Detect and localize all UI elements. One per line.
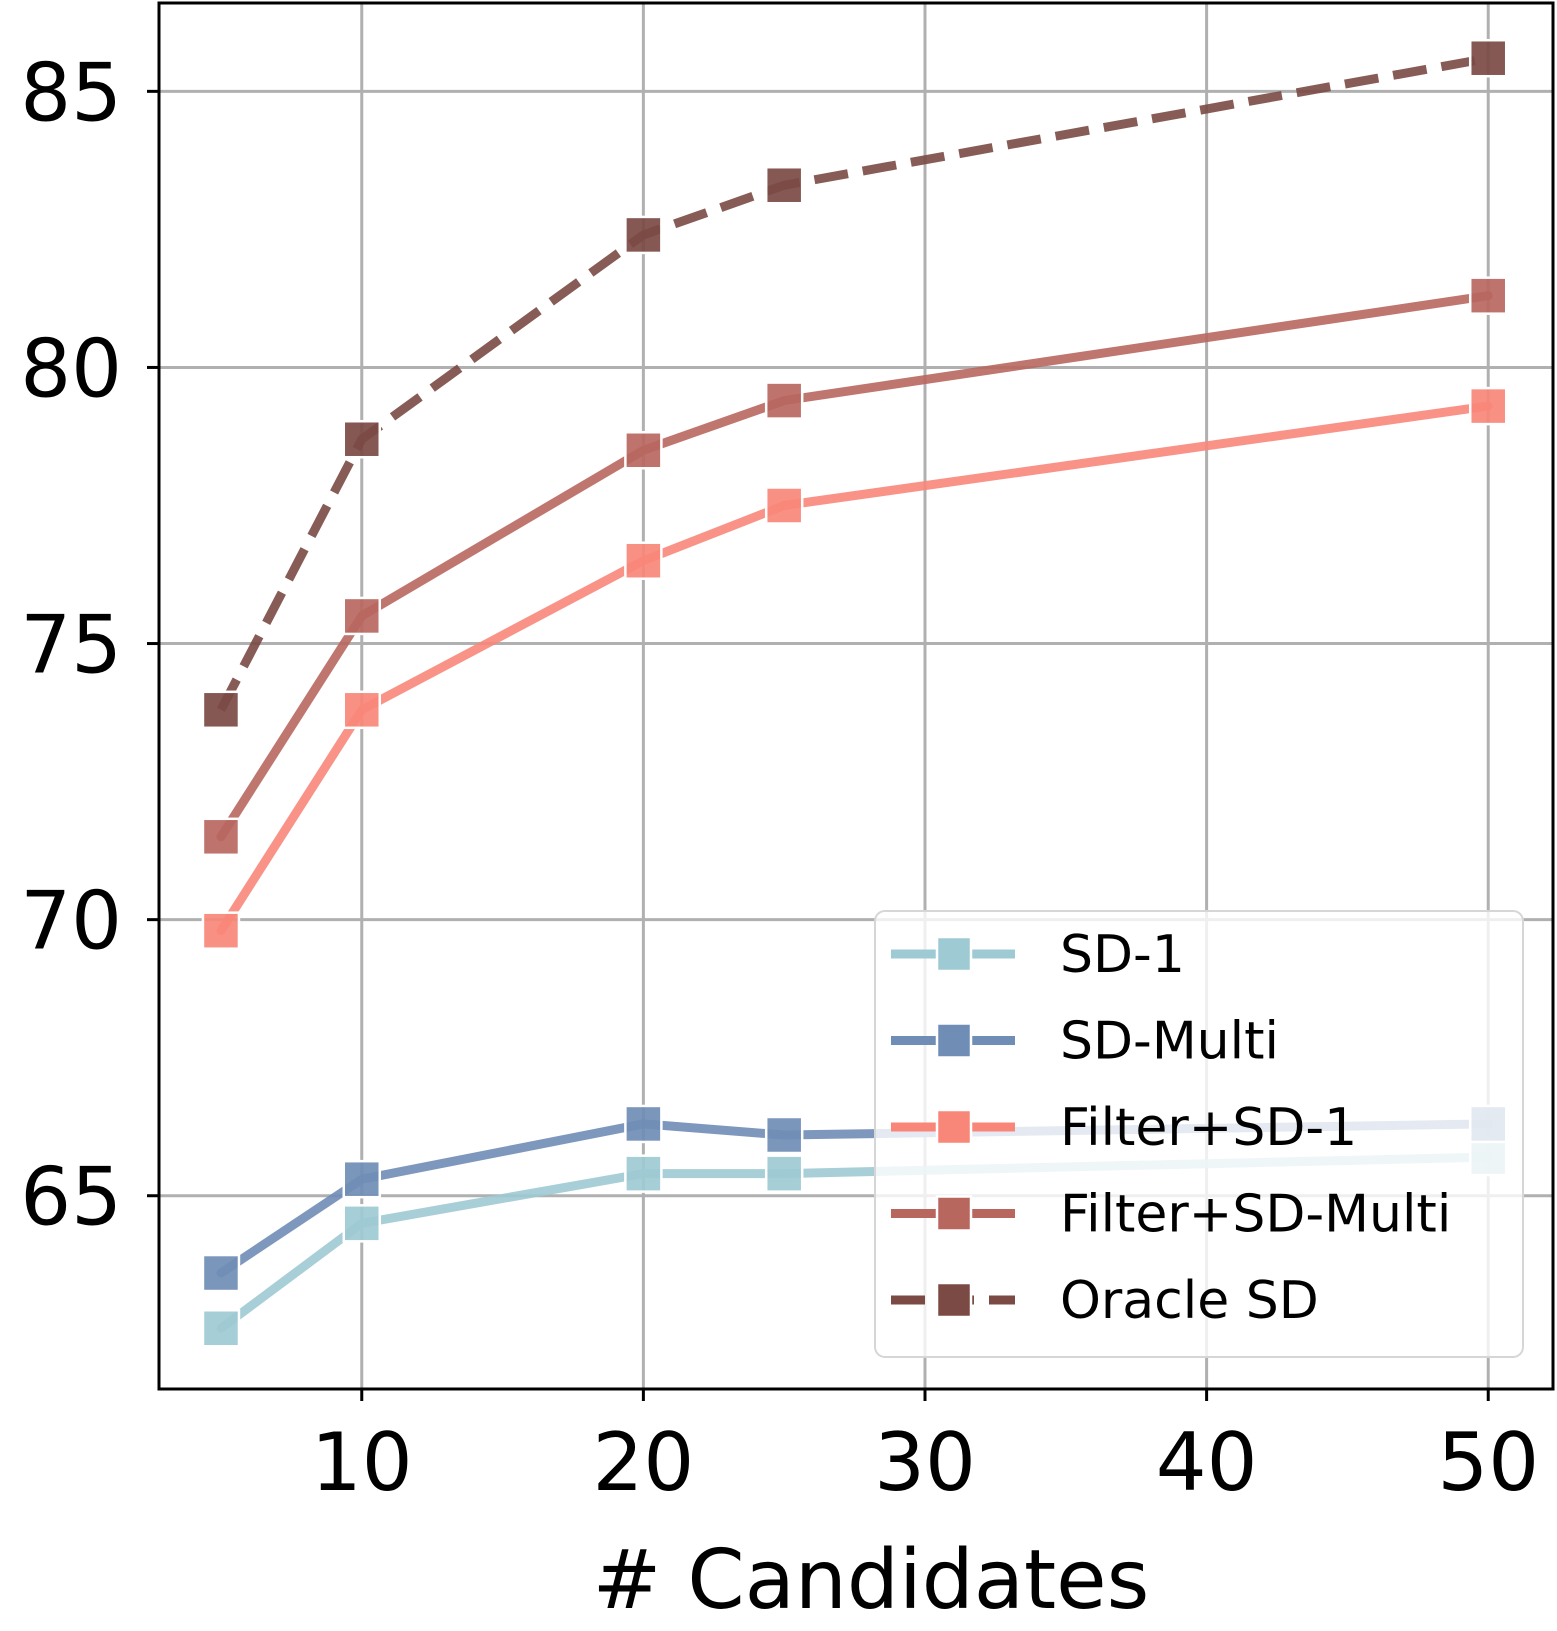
y-tick-label: 85	[20, 46, 122, 139]
data-point-marker	[764, 1154, 804, 1193]
plot-frame	[157, 1, 1555, 1391]
legend-label: Filter+SD-Multi	[1060, 1185, 1451, 1245]
y-tick-label: 75	[20, 599, 122, 692]
data-point-marker	[764, 165, 804, 205]
legend-entry-filter-sd-multi: Filter+SD-Multi	[891, 1185, 1451, 1245]
x-tick-label: 30	[874, 1416, 976, 1509]
x-tick-label: 50	[1437, 1416, 1539, 1509]
data-point-marker	[342, 596, 382, 636]
legend-entry-sd-1: SD-1	[891, 925, 1185, 985]
data-point-marker	[342, 419, 382, 459]
legend-entries: SD-1 SD-Multi Filter+SD-1 Filter+SD-Multi Or…	[891, 925, 1451, 1331]
legend-box	[874, 910, 1524, 1358]
legend-entry-sd-multi: SD-Multi	[891, 1012, 1279, 1072]
legend-label: Filter+SD-1	[1060, 1098, 1357, 1158]
data-point-marker	[624, 215, 663, 255]
data-point-marker	[201, 1253, 241, 1293]
data-point-marker	[1468, 276, 1508, 315]
data-point-marker	[201, 1309, 241, 1348]
data-point-marker	[624, 431, 663, 470]
data-point-marker	[1468, 38, 1508, 78]
data-point-marker	[764, 486, 804, 525]
data-point-marker	[342, 1204, 382, 1243]
legend-label: SD-Multi	[1060, 1012, 1279, 1072]
y-tick-label: 70	[20, 875, 122, 968]
y-tick-label: 65	[20, 1151, 122, 1244]
legend: SD-1 SD-Multi Filter+SD-1 Filter+SD-Multi Or…	[874, 910, 1524, 1358]
data-point-marker	[764, 1115, 804, 1155]
data-point-marker	[201, 911, 241, 950]
legend-label: Oracle SD	[1060, 1271, 1319, 1331]
y-axis-ticks: 65 70 75 80 85	[20, 46, 159, 1244]
x-tick-label: 40	[1156, 1416, 1258, 1509]
data-point-marker	[624, 541, 663, 580]
data-point-marker	[764, 381, 804, 420]
x-axis-ticks: 10 20 30 40 50	[311, 1389, 1539, 1509]
data-point-marker	[624, 1104, 663, 1144]
legend-marker	[935, 1022, 973, 1059]
y-tick-label: 80	[20, 322, 122, 415]
legend-marker	[935, 935, 973, 973]
legend-marker	[935, 1108, 973, 1146]
series-line	[216, 291, 1493, 842]
data-point-marker	[201, 690, 241, 730]
data-point-marker	[624, 1154, 663, 1193]
x-axis-label: # Candidates	[593, 1533, 1150, 1628]
x-tick-label: 10	[311, 1416, 413, 1509]
legend-entry-filter-sd-1: Filter+SD-1	[891, 1098, 1357, 1158]
legend-marker	[935, 1195, 973, 1232]
data-point-marker	[201, 817, 241, 857]
x-tick-label: 20	[592, 1416, 694, 1509]
legend-label: SD-1	[1060, 925, 1185, 985]
legend-marker	[935, 1281, 973, 1319]
series-line	[217, 53, 1489, 712]
series-filter-sd-1	[201, 386, 1508, 950]
data-point-marker	[1468, 386, 1508, 426]
series-line	[216, 401, 1493, 936]
legend-entry-oracle-sd: Oracle SD	[891, 1271, 1319, 1331]
series-filter-sd-multi	[201, 276, 1508, 857]
series-oracle-sd	[201, 38, 1508, 730]
data-point-marker	[342, 690, 382, 730]
data-point-marker	[342, 1159, 382, 1199]
